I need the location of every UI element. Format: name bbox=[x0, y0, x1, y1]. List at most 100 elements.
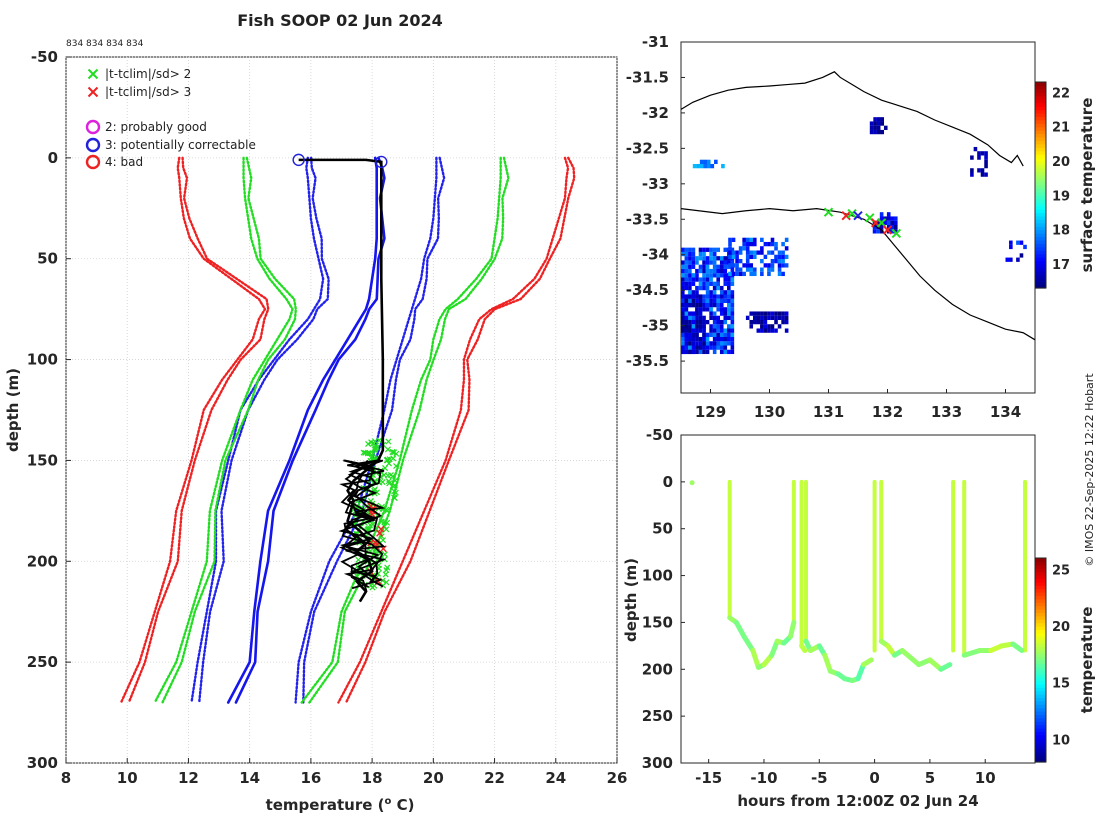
sst-pixel bbox=[980, 172, 985, 177]
map-y-tick-label: -33 bbox=[642, 175, 669, 193]
sst-pixel bbox=[886, 220, 891, 225]
legend-marker-circle bbox=[85, 137, 101, 153]
section-colorbar-label: temperature bbox=[1078, 607, 1096, 714]
sst-pixel bbox=[698, 302, 703, 308]
sst-pixel bbox=[695, 256, 699, 261]
sst-pixel bbox=[735, 258, 739, 264]
sst-pixel bbox=[763, 324, 768, 329]
sst-pixel bbox=[719, 273, 724, 278]
sst-pixel bbox=[712, 268, 717, 274]
cast-bottom-trace bbox=[1010, 641, 1025, 654]
legend-label-3: 2: probably good bbox=[105, 120, 207, 134]
sst-pixel bbox=[749, 263, 754, 268]
colorbar-segment bbox=[1035, 181, 1046, 186]
sst-pixel bbox=[777, 271, 782, 277]
sst-pixel bbox=[752, 254, 757, 260]
map-colorbar-tick: 18 bbox=[1052, 224, 1070, 239]
sst-pixel bbox=[688, 349, 692, 355]
sst-pixel bbox=[702, 345, 706, 350]
sst-pixel bbox=[712, 345, 717, 350]
sst-pixel bbox=[684, 315, 689, 321]
sst-pixel bbox=[731, 263, 736, 268]
sst-pixel bbox=[702, 332, 706, 338]
colorbar-segment bbox=[1035, 622, 1046, 627]
flag-x-green bbox=[372, 477, 379, 484]
colorbar-segment bbox=[1035, 112, 1046, 117]
sst-pixel bbox=[696, 163, 700, 169]
colorbar-segment bbox=[1035, 270, 1046, 275]
sst-pixel bbox=[886, 216, 891, 221]
sst-pixel bbox=[709, 290, 713, 295]
sst-pixel bbox=[709, 332, 713, 338]
sst-pixel bbox=[684, 264, 689, 269]
colorbar-segment bbox=[1035, 147, 1046, 152]
clim-line-1sd-b bbox=[198, 156, 330, 704]
sst-pixel bbox=[742, 246, 746, 251]
sst-pixel bbox=[719, 290, 724, 295]
legend-label-4: 3: potentially correctable bbox=[105, 138, 256, 152]
flag-x-green bbox=[384, 446, 391, 453]
sst-pixel bbox=[681, 285, 685, 291]
sst-pixel bbox=[774, 258, 778, 264]
sst-pixel bbox=[709, 277, 713, 282]
sst-pixel bbox=[712, 285, 717, 291]
sst-pixel bbox=[730, 319, 735, 325]
sst-pixel bbox=[784, 311, 789, 316]
sst-pixel bbox=[688, 319, 692, 325]
sst-pixel bbox=[702, 315, 706, 321]
colorbar-segment bbox=[1035, 277, 1046, 282]
cast-bottom-trace bbox=[938, 662, 953, 672]
sst-pixel bbox=[705, 264, 710, 269]
cast-bottom-trace bbox=[861, 657, 874, 668]
track-flag-green bbox=[823, 207, 834, 217]
sst-pixel bbox=[727, 315, 731, 321]
sst-pixel bbox=[727, 328, 731, 333]
colorbar-segment bbox=[1035, 178, 1046, 183]
y-tick-label: 300 bbox=[27, 754, 58, 772]
sst-pixel bbox=[709, 260, 713, 265]
colorbar-segment bbox=[1035, 243, 1046, 248]
sst-pixel bbox=[735, 271, 739, 277]
sst-pixel bbox=[684, 251, 689, 257]
sst-pixel bbox=[770, 315, 775, 321]
legend-marker-circle bbox=[85, 154, 101, 170]
legend-label-5: 4: bad bbox=[105, 155, 143, 169]
sst-pixel bbox=[684, 307, 689, 312]
colorbar-segment bbox=[1035, 188, 1046, 193]
sst-pixel bbox=[702, 281, 706, 286]
sst-pixel bbox=[730, 302, 735, 308]
sst-pixel bbox=[745, 315, 750, 321]
clim-line-1sd bbox=[294, 156, 438, 704]
sst-pixel bbox=[688, 290, 692, 295]
sst-pixel bbox=[681, 290, 685, 295]
sst-pixel bbox=[681, 273, 685, 278]
sst-pixel bbox=[695, 302, 699, 308]
sst-pixel bbox=[723, 260, 728, 265]
colorbar-frame bbox=[1034, 557, 1047, 763]
sst-pixel bbox=[705, 256, 710, 261]
sst-pixel bbox=[781, 258, 785, 264]
sst-pixel bbox=[705, 268, 710, 274]
profile-legend: |t-tclim|/sd> 2 |t-tclim|/sd> 3 2: proba… bbox=[85, 67, 256, 170]
sst-pixel bbox=[681, 302, 685, 308]
sst-pixel bbox=[688, 294, 692, 299]
map-x-tick-label: 132 bbox=[872, 403, 903, 421]
sst-pixel bbox=[763, 254, 768, 260]
sst-pixel bbox=[774, 254, 778, 260]
colorbar-segment bbox=[1035, 239, 1046, 244]
colorbar-segment bbox=[1035, 660, 1046, 664]
colorbar-segment bbox=[1035, 164, 1046, 169]
sst-pixel bbox=[723, 349, 728, 355]
sst-pixel bbox=[730, 307, 735, 312]
section-colorbar-tick: 25 bbox=[1052, 563, 1070, 578]
sst-pixel bbox=[760, 319, 764, 325]
sst-pixel bbox=[719, 336, 724, 342]
sst-pixel bbox=[709, 294, 713, 299]
sst-pixel bbox=[738, 271, 743, 277]
flag-x-green bbox=[391, 482, 398, 489]
sst-pixel bbox=[970, 155, 974, 160]
colorbar-segment bbox=[1035, 700, 1046, 705]
colorbar-segment bbox=[1035, 82, 1046, 87]
flag-x-green bbox=[393, 463, 400, 470]
sst-pixel bbox=[760, 328, 764, 333]
